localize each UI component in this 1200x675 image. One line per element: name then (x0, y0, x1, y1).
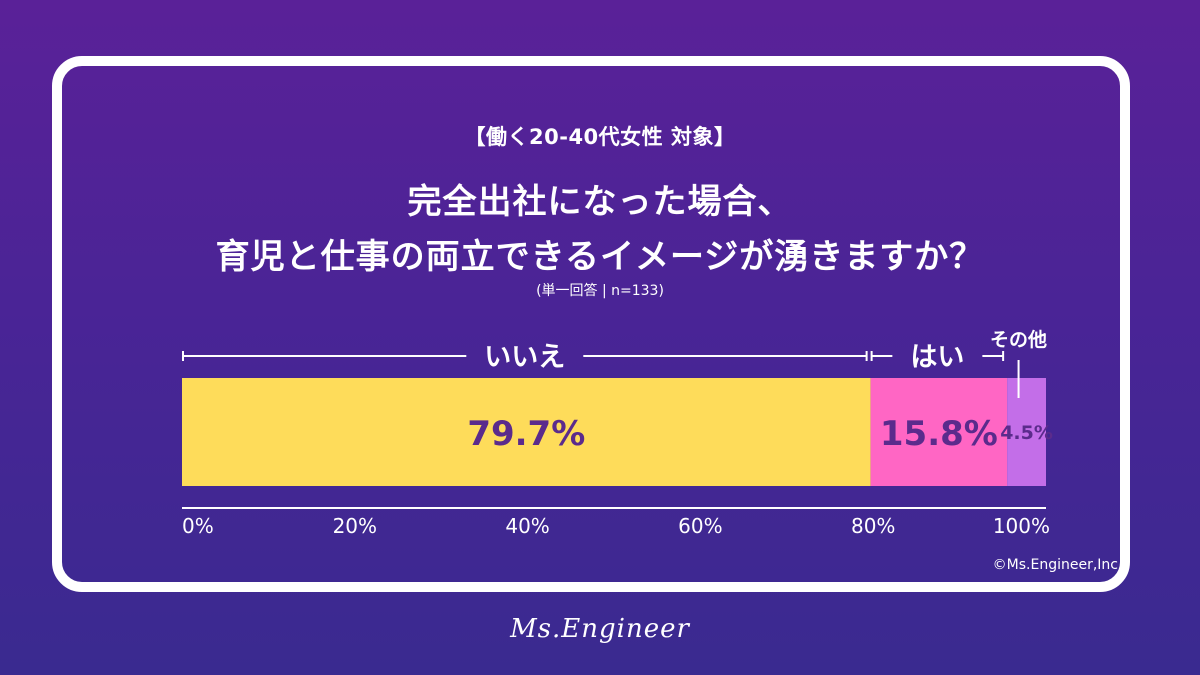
x-tick-label: 60% (678, 514, 722, 538)
data-label: 4.5% (1000, 422, 1053, 444)
x-tick-label: 40% (505, 514, 549, 538)
sample-note: (単一回答 | n=133) (536, 283, 664, 299)
x-tick-label: 100% (993, 514, 1050, 538)
bar-segment (870, 378, 1008, 486)
chart-title-line2: 育児と仕事の両立できるイメージが湧きますか？ (215, 237, 985, 277)
brand-logo: Ms.Engineer (510, 614, 690, 644)
x-tick-label: 80% (851, 514, 895, 538)
x-tick-label: 20% (333, 514, 377, 538)
bar-segment (182, 378, 871, 486)
bar-segment (1007, 378, 1046, 486)
data-label: 15.8% (880, 414, 998, 454)
copyright: ©Ms.Engineer,Inc (992, 557, 1118, 573)
survey-target: 【働く20-40代女性 対象】 (464, 125, 736, 149)
x-tick-label: 0% (182, 514, 214, 538)
data-label: 79.7% (467, 414, 585, 454)
legend-label: はい (910, 342, 964, 373)
legend-label: その他 (990, 328, 1047, 351)
chart-card (52, 56, 1130, 592)
chart-title-line1: 完全出社になった場合、 (407, 182, 793, 222)
legend-label: いいえ (484, 342, 565, 373)
